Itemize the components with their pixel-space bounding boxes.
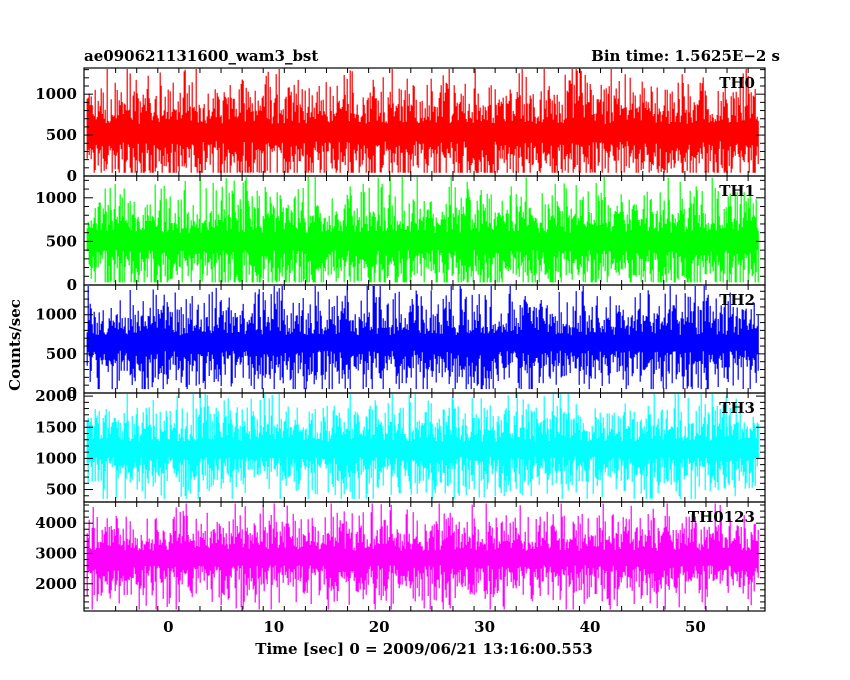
panel-frame <box>83 501 766 612</box>
panel-th3: 500 1000 1500 2000 TH3 <box>35 387 766 503</box>
y-tick-label: 2000 <box>35 387 77 405</box>
x-axis-label: Time [sec] 0 = 2009/06/21 13:16:00.553 <box>255 640 592 658</box>
y-tick-label: 500 <box>46 345 77 363</box>
y-tick-label: 1000 <box>35 449 77 467</box>
x-tick-label: 10 <box>263 618 284 636</box>
panel-label-th0: TH0 <box>719 74 755 92</box>
panel-th2: 0 500 1000 TH2 <box>35 284 766 402</box>
x-tick-label: 50 <box>685 618 706 636</box>
y-tick-label: 500 <box>46 232 77 250</box>
series-th0123 <box>86 503 759 610</box>
panel-label-th1: TH1 <box>719 182 755 200</box>
y-tick-label: 0 <box>67 384 77 402</box>
y-tick-label: 1000 <box>35 306 77 324</box>
series-th0 <box>86 69 759 173</box>
panel-label-th0123: TH0123 <box>688 508 755 526</box>
panel-th1: 0 500 1000 TH1 <box>35 175 766 294</box>
panel-th0123: 2000 3000 4000 TH0123 <box>35 501 766 612</box>
y-tick-label: 500 <box>46 126 77 144</box>
y-tick-label: 1500 <box>35 418 77 436</box>
panel-label-th2: TH2 <box>719 291 755 309</box>
x-tick-label: 30 <box>474 618 495 636</box>
bin-time-label: Bin time: 1.5625E−2 s <box>591 47 780 65</box>
panel-th0: 0 500 1000 TH0 <box>35 67 766 185</box>
series-th1 <box>86 177 759 283</box>
panel-label-th3: TH3 <box>719 399 755 417</box>
x-tick-label: 0 <box>163 618 173 636</box>
y-tick-label: 1000 <box>35 189 77 207</box>
chart-title: ae090621131600_wam3_bst <box>84 47 318 65</box>
y-tick-label: 500 <box>46 481 77 499</box>
x-tick-label: 20 <box>369 618 390 636</box>
y-tick-label: 3000 <box>35 544 77 562</box>
y-tick-label: 4000 <box>35 514 77 532</box>
y-tick-label: 0 <box>67 167 77 185</box>
series-th2 <box>86 286 759 390</box>
y-tick-label: 2000 <box>35 575 77 593</box>
x-tick-label: 40 <box>580 618 601 636</box>
y-tick-label: 1000 <box>35 85 77 103</box>
y-axis-label: Counts/sec <box>6 299 24 391</box>
series-th3 <box>86 394 759 499</box>
y-tick-label: 0 <box>67 276 77 294</box>
